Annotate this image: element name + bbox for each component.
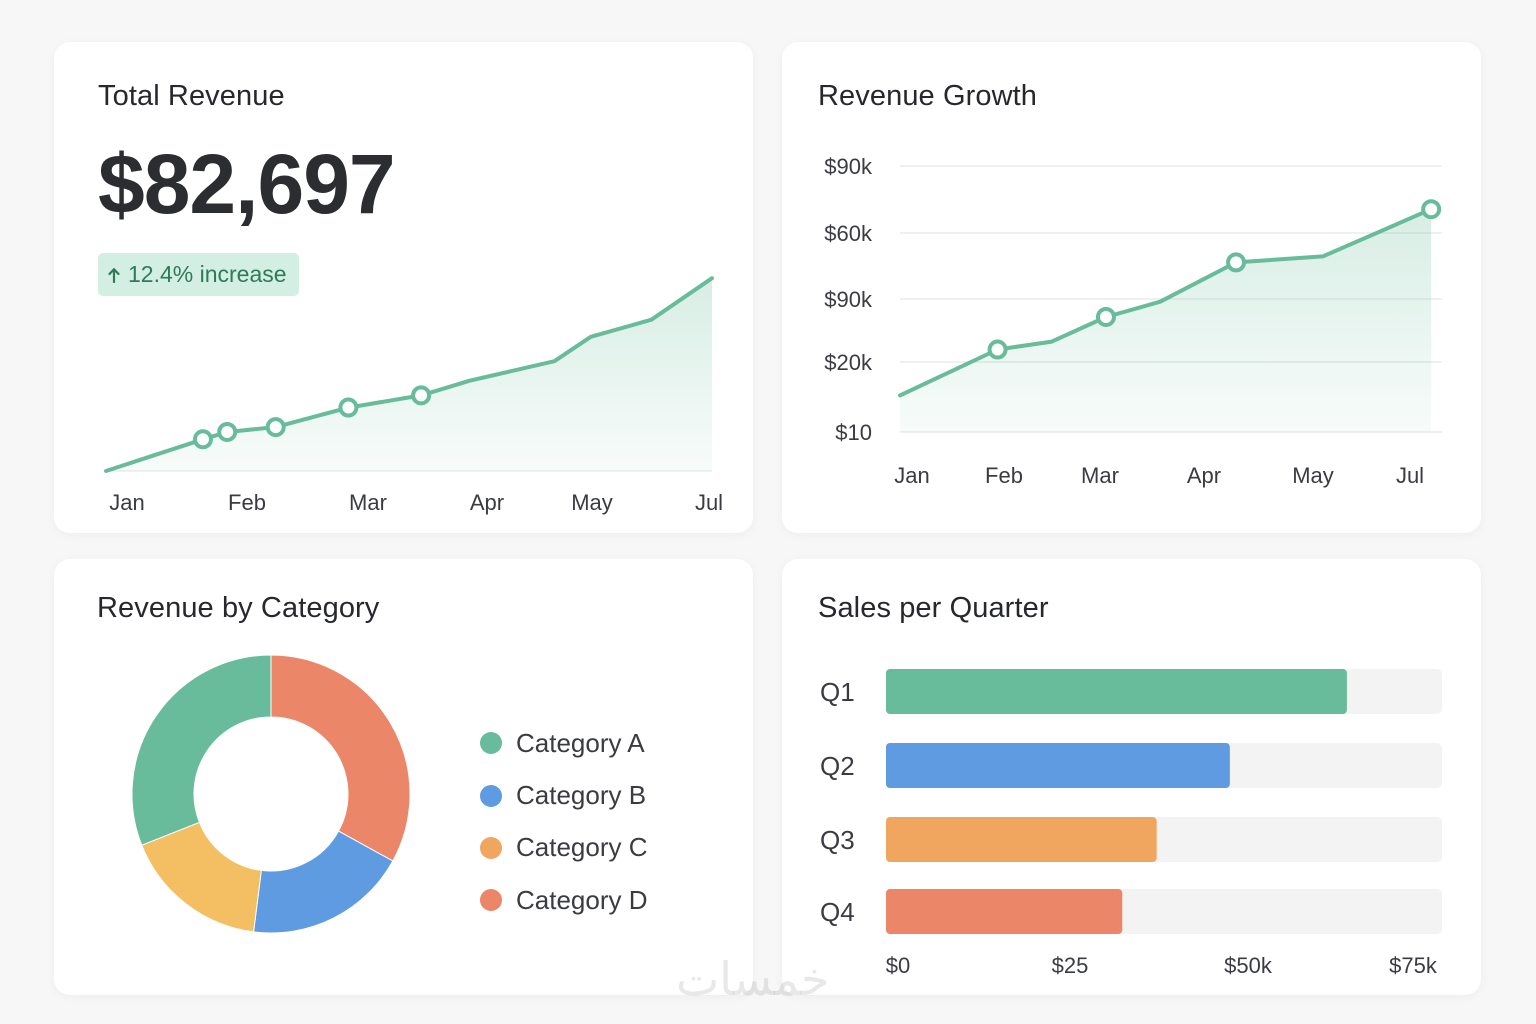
legend-item-category-c: Category C — [480, 822, 648, 874]
bar-label-q3: Q3 — [820, 825, 855, 855]
revenue-growth-title: Revenue Growth — [818, 80, 1038, 112]
legend-swatch-category-b — [480, 784, 502, 807]
arrow-up-icon — [108, 267, 120, 283]
total-revenue-x-tick-mar: Mar — [349, 490, 387, 515]
total-revenue-value: $82,697 — [98, 137, 396, 231]
revenue-growth-x-tick-mar: Mar — [1081, 463, 1119, 488]
sales-x-tick-4: $75k — [1389, 953, 1438, 978]
total-revenue-x-tick-may: May — [571, 490, 613, 515]
total-revenue-point-2 — [217, 421, 238, 442]
total-revenue-point-4 — [338, 397, 359, 418]
total-revenue-x-tick-apr: Apr — [470, 490, 504, 515]
category-legend: Category A Category B Category C Categor… — [480, 717, 648, 927]
total-revenue-title: Total Revenue — [98, 80, 285, 112]
revenue-growth-card: Revenue Growth $10 $20k $90k $60k $90k Jan Feb… — [782, 42, 1481, 533]
total-revenue-x-tick-jul: Jul — [695, 490, 723, 515]
revenue-growth-y-tick-3: $90k — [824, 287, 873, 312]
increase-badge: 12.4% increase — [98, 253, 299, 296]
revenue-growth-x-tick-may: May — [1292, 463, 1334, 488]
revenue-growth-chart: $10 $20k $90k $60k $90k Jan Feb Mar Apr May Jul — [824, 154, 1442, 488]
sales-x-tick-3: $50k — [1224, 953, 1273, 978]
increase-badge-text: 12.4% increase — [128, 261, 287, 287]
bar-q2 — [886, 743, 1230, 788]
donut-slice-category-c — [141, 821, 262, 933]
sales-x-tick-2: $25 — [1052, 953, 1089, 978]
category-donut-chart — [131, 654, 411, 934]
total-revenue-point-3 — [265, 417, 286, 438]
legend-label-category-a: Category A — [516, 727, 645, 758]
revenue-growth-y-tick-2: $20k — [824, 350, 873, 375]
sales-x-tick-1: $0 — [886, 953, 910, 978]
donut-slice-category-d — [270, 654, 411, 862]
revenue-growth-point-4 — [1421, 199, 1442, 220]
bar-q4 — [886, 889, 1123, 934]
legend-item-category-a: Category A — [480, 717, 648, 769]
legend-swatch-category-a — [480, 732, 502, 755]
legend-item-category-b: Category B — [480, 769, 648, 821]
bar-label-q1: Q1 — [820, 677, 855, 707]
revenue-by-category-card: Revenue by Category Category A Category … — [54, 559, 753, 995]
legend-item-category-d: Category D — [480, 874, 648, 926]
revenue-growth-point-2 — [1095, 306, 1116, 327]
legend-swatch-category-c — [480, 836, 502, 859]
legend-label-category-c: Category C — [516, 832, 648, 863]
bar-label-q4: Q4 — [820, 897, 855, 927]
donut-slice-category-a — [131, 654, 272, 846]
revenue-growth-point-3 — [1226, 252, 1247, 273]
sales-per-quarter-title: Sales per Quarter — [818, 592, 1049, 624]
total-revenue-point-1 — [192, 429, 213, 450]
revenue-growth-point-1 — [987, 339, 1008, 360]
legend-label-category-b: Category B — [516, 780, 647, 811]
revenue-by-category-title: Revenue by Category — [97, 592, 380, 624]
revenue-growth-x-tick-feb: Feb — [985, 463, 1023, 488]
total-revenue-x-tick-jan: Jan — [109, 490, 144, 515]
legend-label-category-d: Category D — [516, 884, 648, 915]
total-revenue-point-5 — [411, 385, 432, 406]
bar-q3 — [886, 817, 1157, 862]
total-revenue-area-fill — [106, 278, 712, 471]
revenue-growth-x-tick-jul: Jul — [1396, 463, 1424, 488]
total-revenue-x-tick-feb: Feb — [228, 490, 266, 515]
revenue-growth-y-tick-4: $60k — [824, 221, 873, 246]
revenue-growth-y-tick-1: $10 — [835, 420, 872, 445]
total-revenue-chart: Jan Feb Mar Apr May Jul — [104, 276, 723, 515]
revenue-growth-area-fill — [900, 209, 1432, 432]
sales-per-quarter-chart: Q1 Q2 Q3 Q4 $0 $25 $50k $75k — [820, 669, 1442, 978]
watermark-logo: خمسات — [676, 952, 830, 1006]
bar-q1 — [886, 669, 1347, 714]
revenue-growth-x-tick-apr: Apr — [1187, 463, 1221, 488]
sales-per-quarter-card: Sales per Quarter Q1 Q2 Q3 Q4 $0 $25 $50k $75k — [782, 559, 1481, 995]
legend-swatch-category-d — [480, 889, 502, 912]
total-revenue-card: Total Revenue $82,697 12.4% increase Jan… — [54, 42, 753, 533]
bar-label-q2: Q2 — [820, 751, 855, 781]
revenue-growth-y-tick-5: $90k — [824, 154, 873, 179]
revenue-growth-x-tick-jan: Jan — [894, 463, 929, 488]
